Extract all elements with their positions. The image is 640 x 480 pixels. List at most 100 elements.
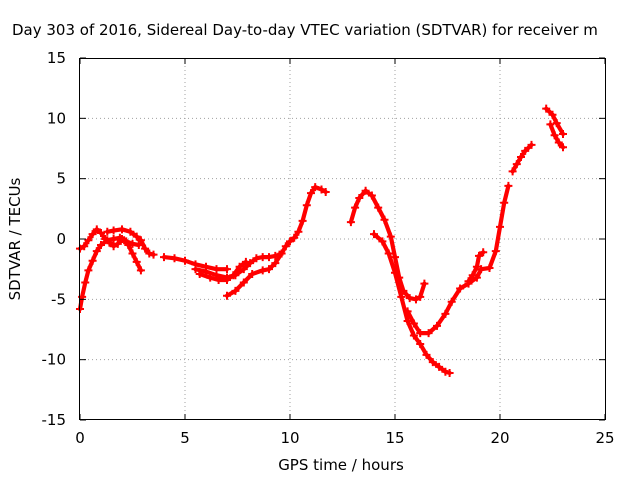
data-point	[433, 321, 441, 330]
data-point	[191, 265, 200, 274]
series-trace-2	[76, 225, 143, 253]
data-point	[141, 244, 150, 253]
data-point	[181, 256, 189, 265]
data-point	[475, 251, 483, 260]
data-point	[552, 119, 561, 128]
data-point	[367, 191, 376, 200]
data-point	[422, 350, 431, 359]
data-point	[405, 294, 414, 303]
data-point	[374, 203, 383, 212]
series-trace-10	[403, 181, 513, 338]
tick-labels: 0 5 10 15 20 25 -15 -10 -5 0 5 10 15	[42, 49, 615, 447]
data-point	[441, 367, 450, 376]
series-trace-7	[223, 183, 330, 300]
data-point	[409, 319, 418, 328]
data-point	[485, 263, 494, 272]
data-point	[241, 257, 250, 266]
data-point	[307, 189, 315, 198]
data-point	[370, 230, 378, 239]
data-point	[464, 277, 473, 286]
series-layer	[76, 104, 567, 377]
x-tick-label: 0	[75, 429, 85, 447]
series-line	[548, 122, 566, 150]
data-point	[290, 233, 299, 242]
series-trace-9	[370, 230, 454, 377]
data-point	[109, 235, 118, 243]
data-point	[386, 232, 395, 241]
data-point	[160, 253, 168, 262]
series-line	[405, 183, 511, 336]
data-point	[84, 236, 93, 245]
data-point	[248, 269, 257, 278]
data-point	[81, 278, 90, 287]
data-point	[317, 185, 326, 194]
data-point	[416, 292, 425, 301]
data-point	[321, 187, 330, 196]
series-trace-6	[195, 257, 250, 285]
x-tick-label: 25	[595, 429, 614, 447]
data-point	[84, 266, 93, 275]
data-point	[508, 167, 517, 176]
data-point	[355, 193, 364, 202]
data-point	[128, 239, 137, 248]
data-point	[118, 225, 126, 234]
series-trace-8	[346, 186, 429, 304]
y-tick-label: 5	[56, 170, 66, 188]
data-point	[512, 160, 521, 169]
data-point	[252, 254, 261, 263]
data-point	[416, 339, 425, 348]
data-point	[271, 259, 280, 268]
series-trace-3	[103, 225, 158, 259]
series-trace-12	[508, 140, 536, 176]
data-point	[391, 253, 399, 262]
data-point	[403, 307, 412, 316]
y-tick-label: -5	[51, 290, 66, 308]
data-point	[97, 241, 105, 250]
data-point	[195, 269, 204, 278]
data-point	[231, 286, 240, 295]
grid-lines	[80, 58, 605, 420]
data-point	[420, 279, 429, 288]
data-point	[113, 239, 122, 248]
data-point	[504, 181, 513, 190]
data-point	[527, 140, 536, 149]
data-point	[559, 130, 567, 139]
data-point	[441, 309, 450, 318]
data-point	[149, 250, 158, 259]
y-tick-label: -15	[42, 411, 67, 429]
data-point	[550, 131, 559, 140]
data-point	[265, 265, 273, 274]
data-point	[351, 203, 360, 212]
chart-title: Day 303 of 2016, Sidereal Day-to-day VTE…	[12, 21, 598, 39]
series-line	[224, 185, 328, 298]
data-point	[109, 226, 118, 235]
data-point	[145, 249, 154, 258]
data-point	[391, 268, 399, 277]
data-point	[346, 218, 355, 227]
data-point	[101, 235, 110, 243]
x-tick-label: 20	[490, 429, 509, 447]
data-point	[92, 225, 101, 234]
data-point	[206, 273, 215, 282]
data-point	[397, 292, 406, 301]
data-point	[409, 331, 418, 340]
data-point	[80, 242, 89, 251]
x-tick-label: 10	[280, 429, 299, 447]
data-point	[554, 138, 563, 147]
data-point	[239, 278, 248, 287]
data-point	[223, 265, 231, 274]
data-point	[378, 237, 387, 246]
x-tick-label: 15	[385, 429, 404, 447]
data-point	[170, 254, 179, 263]
data-point	[546, 120, 555, 129]
data-point	[447, 297, 456, 306]
data-point	[472, 262, 481, 271]
data-point	[500, 198, 509, 207]
data-point	[286, 237, 294, 246]
data-point	[214, 276, 223, 285]
data-point	[542, 104, 551, 113]
data-point	[521, 146, 530, 155]
data-point	[416, 329, 425, 338]
data-point	[88, 256, 97, 265]
